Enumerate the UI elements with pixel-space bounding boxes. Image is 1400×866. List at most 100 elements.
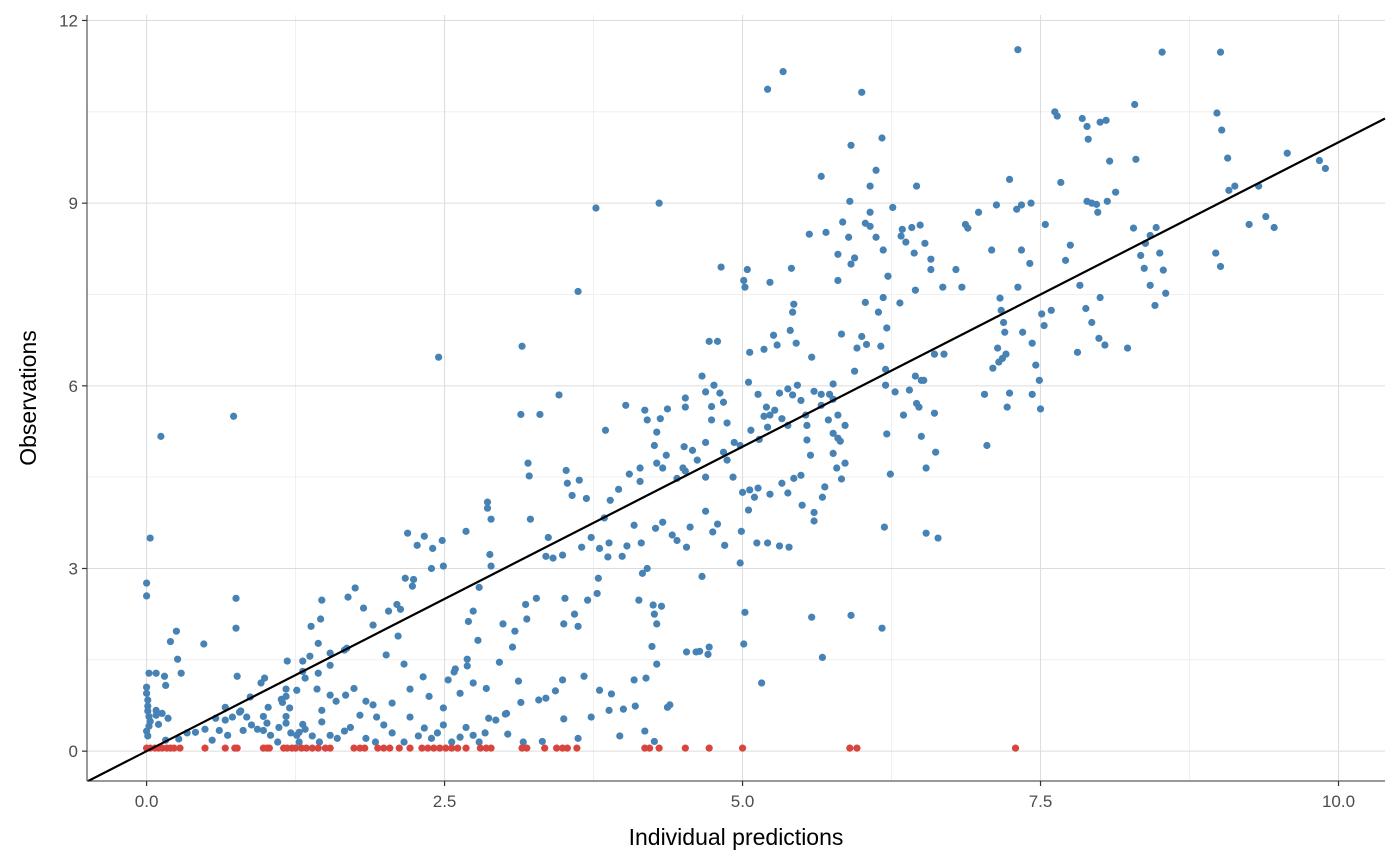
observation-point <box>469 607 477 615</box>
observation-point <box>239 726 247 735</box>
observation-point <box>1096 293 1104 302</box>
observation-point <box>881 365 890 373</box>
observation-point <box>643 416 651 424</box>
below-limit-point <box>655 744 663 752</box>
observation-point <box>406 713 414 721</box>
observation-point <box>821 483 829 491</box>
observation-point <box>549 554 557 562</box>
observation-point <box>810 508 818 517</box>
observation-point <box>469 679 477 687</box>
observation-point <box>753 539 761 547</box>
below-limit-point <box>563 744 571 752</box>
observation-point <box>747 426 755 434</box>
observation-point <box>883 430 891 438</box>
observation-point <box>584 596 592 604</box>
observation-point <box>499 620 507 628</box>
below-limit-point <box>738 744 747 752</box>
observation-point <box>1283 149 1291 157</box>
observation-point <box>1014 46 1022 54</box>
observation-point <box>230 412 238 420</box>
observation-point <box>861 298 869 307</box>
observation-point <box>326 649 334 657</box>
observation-point <box>259 712 268 721</box>
observation-point <box>326 731 334 739</box>
observation-point <box>350 684 358 693</box>
observation-point <box>393 600 401 609</box>
observation-point <box>333 734 341 742</box>
observation-point <box>517 698 525 707</box>
observation-point <box>898 225 906 233</box>
observation-point <box>688 446 697 454</box>
observation-point <box>592 204 600 212</box>
observation-point <box>769 331 778 339</box>
observation-point <box>964 224 972 232</box>
observation-point <box>1156 249 1164 257</box>
observation-point <box>448 738 456 746</box>
observation-point <box>659 518 667 526</box>
observation-point <box>563 479 571 487</box>
observation-point <box>524 459 532 467</box>
observation-point <box>657 602 666 610</box>
observation-point <box>994 344 1002 352</box>
observation-point <box>763 85 772 93</box>
observation-point <box>878 134 886 142</box>
below-limit-point <box>386 744 394 752</box>
observation-point <box>905 386 914 394</box>
observation-point <box>704 650 712 658</box>
observation-point <box>253 725 262 733</box>
below-limit-point <box>233 744 241 752</box>
observation-point <box>162 681 170 690</box>
observation-point <box>778 479 786 487</box>
observation-point <box>736 559 744 567</box>
observation-point <box>858 88 866 96</box>
identity-line-group <box>87 117 1386 782</box>
observation-point <box>146 534 154 542</box>
observation-point <box>1066 241 1074 249</box>
below-limit-point <box>380 744 388 752</box>
observation-point <box>237 707 245 715</box>
observation-point <box>495 658 504 666</box>
observation-point <box>897 232 905 240</box>
observation-point <box>318 718 326 726</box>
observation-point <box>287 729 295 737</box>
observation-point <box>508 643 517 651</box>
observation-point <box>637 539 645 547</box>
observation-point <box>880 523 888 531</box>
below-limit-point <box>374 744 382 752</box>
observation-point <box>278 698 287 707</box>
observation-point <box>607 690 616 698</box>
observation-point <box>862 340 871 349</box>
observation-point <box>1078 114 1086 123</box>
observation-point <box>803 436 811 444</box>
observation-point <box>604 553 612 561</box>
observation-point <box>208 736 216 744</box>
observation-point <box>371 738 380 746</box>
y-tick-label: 6 <box>69 377 78 396</box>
observation-point <box>451 665 459 673</box>
observation-point <box>538 737 546 746</box>
observation-point <box>326 691 334 699</box>
observation-point <box>362 697 370 705</box>
below-limit-point <box>265 744 273 752</box>
observation-point <box>201 725 209 733</box>
observation-point <box>144 732 152 740</box>
observation-point <box>544 533 552 542</box>
observation-point <box>911 372 919 380</box>
observation-point <box>829 380 837 388</box>
below-limit-point <box>487 744 495 752</box>
observation-point <box>247 721 256 729</box>
observation-point <box>283 657 291 665</box>
observation-point <box>142 592 151 600</box>
observation-point <box>636 477 644 486</box>
observation-point <box>630 676 638 684</box>
observation-point <box>785 543 793 551</box>
observation-point <box>784 489 792 497</box>
observation-point <box>784 385 792 393</box>
observation-point <box>142 689 151 697</box>
observation-point <box>744 506 753 514</box>
observation-point <box>342 691 350 699</box>
observation-point <box>359 604 368 612</box>
observation-point <box>641 406 649 414</box>
observation-point <box>766 278 774 286</box>
observation-point <box>266 731 275 739</box>
